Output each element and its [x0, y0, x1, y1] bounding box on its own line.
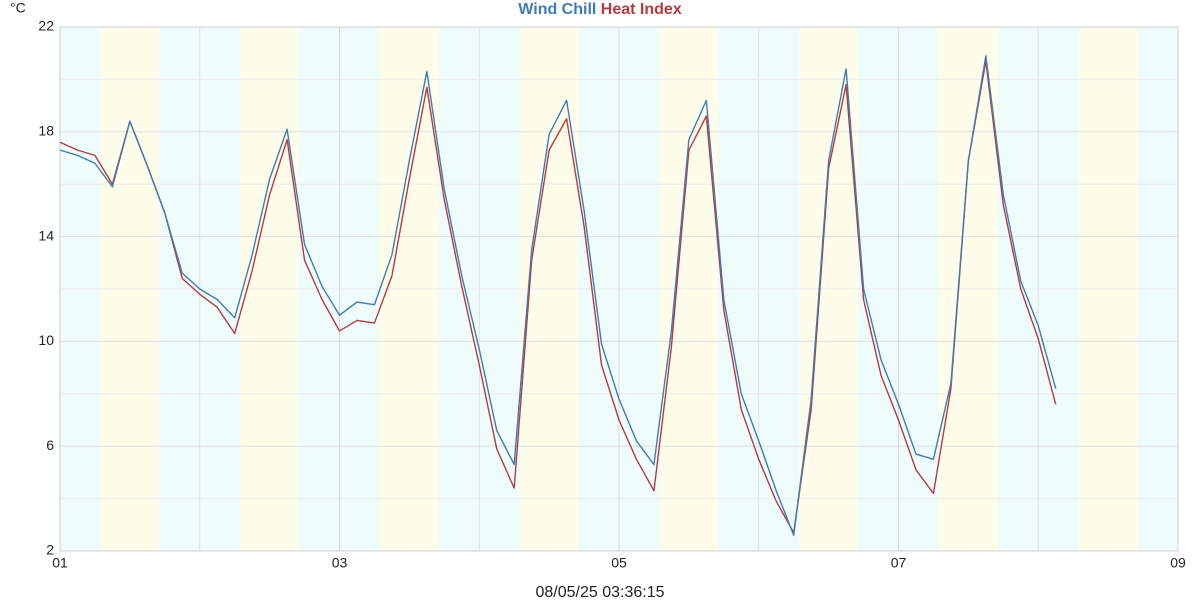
legend-entry: Wind Chill [518, 1, 596, 18]
plot-lines [59, 55, 1057, 536]
y-tick-label: 14 [38, 227, 54, 243]
plot-frame [59, 26, 1179, 552]
footer-timestamp: 08/05/25 03:36:15 [535, 584, 664, 600]
grid [59, 26, 1179, 552]
legend: Wind Chill Heat Index [518, 1, 682, 18]
y-tick-label: 6 [46, 437, 54, 453]
x-tick-label: 09 [1170, 555, 1186, 571]
x-tick-label: 01 [52, 555, 68, 571]
y-unit: °C [10, 0, 26, 16]
y-tick-label: 2 [46, 542, 54, 558]
legend-entry: Heat Index [601, 1, 682, 18]
x-tick-label: 03 [332, 555, 348, 571]
y-tick-label: 10 [38, 332, 54, 348]
x-tick-label: 05 [611, 555, 627, 571]
y-tick-label: 22 [38, 18, 54, 34]
x-tick-label: 07 [891, 555, 907, 571]
series-line [59, 55, 1057, 536]
series-line [59, 60, 1057, 534]
y-tick-label: 18 [38, 123, 54, 139]
